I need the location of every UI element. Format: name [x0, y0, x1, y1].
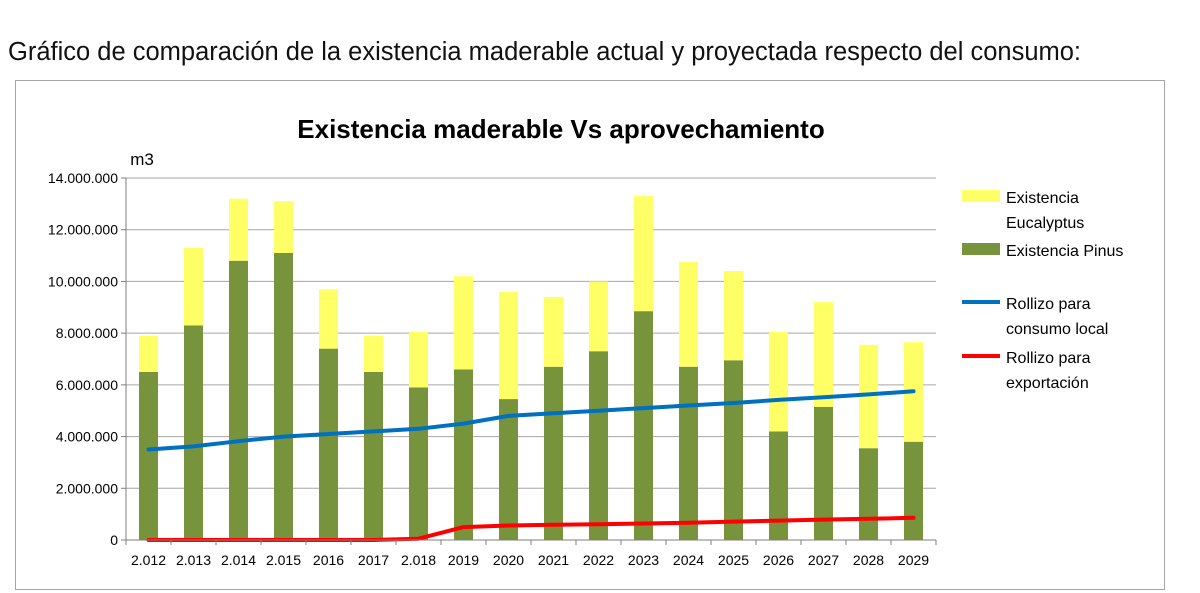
x-tick-label: 2027	[808, 552, 839, 568]
series-line	[146, 515, 916, 542]
legend-swatch	[962, 190, 1000, 202]
bar-segment	[859, 344, 878, 449]
bar-segment	[319, 348, 338, 540]
y-tick-label: 14.000.000	[48, 170, 118, 186]
y-tick-labels: 0 2.000.000 4.000.000 6.000.000 8.000.000 10.…	[48, 170, 118, 548]
bar-segment	[409, 331, 428, 388]
bar-segment	[184, 325, 203, 540]
x-tick-label: 2028	[853, 552, 884, 568]
bar-segment	[904, 441, 923, 540]
bar-segment	[814, 406, 833, 540]
y-axis-unit-label: m3	[130, 150, 154, 169]
bar-segment	[274, 252, 293, 540]
x-tick-label: 2019	[448, 552, 479, 568]
chart-title: Existencia maderable Vs aprovechamiento	[297, 114, 824, 144]
legend-label: consumo local	[1006, 321, 1108, 338]
x-tick-label: 2024	[673, 552, 704, 568]
x-tick-label: 2.018	[401, 552, 436, 568]
bar-segment	[589, 351, 608, 540]
bar-segment	[409, 387, 428, 540]
bar-segment	[679, 366, 698, 540]
x-tick-label: 2029	[898, 552, 929, 568]
x-tick-label: 2023	[628, 552, 659, 568]
bar-segment	[769, 431, 788, 540]
y-tick-label: 6.000.000	[56, 377, 118, 393]
bar-segment	[319, 289, 338, 349]
y-tick-label: 0	[110, 532, 118, 548]
bar-segment	[184, 247, 203, 326]
legend-swatch	[962, 243, 1000, 255]
x-tick-label: 2.015	[266, 552, 301, 568]
bar-segment	[769, 331, 788, 432]
bar-segment	[364, 371, 383, 540]
bar-segment	[139, 371, 158, 540]
bar-segment	[544, 296, 563, 367]
chart-svg: Existencia maderable Vs aprovechamiento …	[48, 114, 1123, 568]
x-tick-label: 2025	[718, 552, 749, 568]
y-tick-label: 2.000.000	[56, 480, 118, 496]
bar-segment	[454, 276, 473, 370]
bar-segment	[139, 335, 158, 372]
chart-frame: Existencia maderable Vs aprovechamiento …	[15, 80, 1165, 590]
y-tick-label: 4.000.000	[56, 429, 118, 445]
bar-segment	[499, 399, 518, 540]
legend: Existencia Eucalyptus Existencia Pinus Roll…	[962, 190, 1123, 392]
bar-segment	[229, 198, 248, 261]
x-tick-label: 2017	[358, 552, 389, 568]
legend-label: Rollizo para	[1006, 350, 1091, 367]
bar-segment	[274, 201, 293, 253]
bar-segment	[724, 271, 743, 361]
y-tick-label: 8.000.000	[56, 325, 118, 341]
legend-label: Existencia	[1006, 190, 1079, 207]
legend-label: Existencia Pinus	[1006, 243, 1123, 260]
bar-segment	[454, 369, 473, 540]
legend-label: Eucalyptus	[1006, 215, 1084, 232]
x-tick-label: 2022	[583, 552, 614, 568]
x-tick-label: 2.014	[221, 552, 256, 568]
bar-segment	[364, 335, 383, 372]
legend-label: Rollizo para	[1006, 296, 1091, 313]
x-tick-label: 2026	[763, 552, 794, 568]
y-tick-label: 10.000.000	[48, 273, 118, 289]
bar-segment	[724, 360, 743, 540]
x-tick-label: 2020	[493, 552, 524, 568]
bar-segment	[499, 291, 518, 400]
bar-segment	[229, 260, 248, 540]
bar-segment	[859, 448, 878, 540]
bar-segment	[814, 302, 833, 407]
page-heading: Gráfico de comparación de la existencia …	[8, 38, 1082, 66]
axes	[121, 177, 937, 545]
x-tick-label: 2021	[538, 552, 569, 568]
bar-segment	[589, 281, 608, 352]
bars-group	[139, 196, 923, 540]
series-line	[146, 389, 916, 452]
x-tick-label: 2.013	[176, 552, 211, 568]
bar-segment	[544, 366, 563, 540]
x-tick-label: 2016	[313, 552, 344, 568]
legend-label: exportación	[1006, 375, 1089, 392]
bar-segment	[679, 262, 698, 367]
gridlines	[126, 177, 936, 489]
x-tick-label: 2.012	[131, 552, 166, 568]
y-tick-label: 12.000.000	[48, 222, 118, 238]
bar-segment	[634, 311, 653, 540]
x-tick-labels: 2.012 2.013 2.014 2.015 2016 2017 2.018 2019 202…	[131, 552, 929, 568]
lines-group	[146, 389, 916, 542]
bar-segment	[634, 196, 653, 312]
